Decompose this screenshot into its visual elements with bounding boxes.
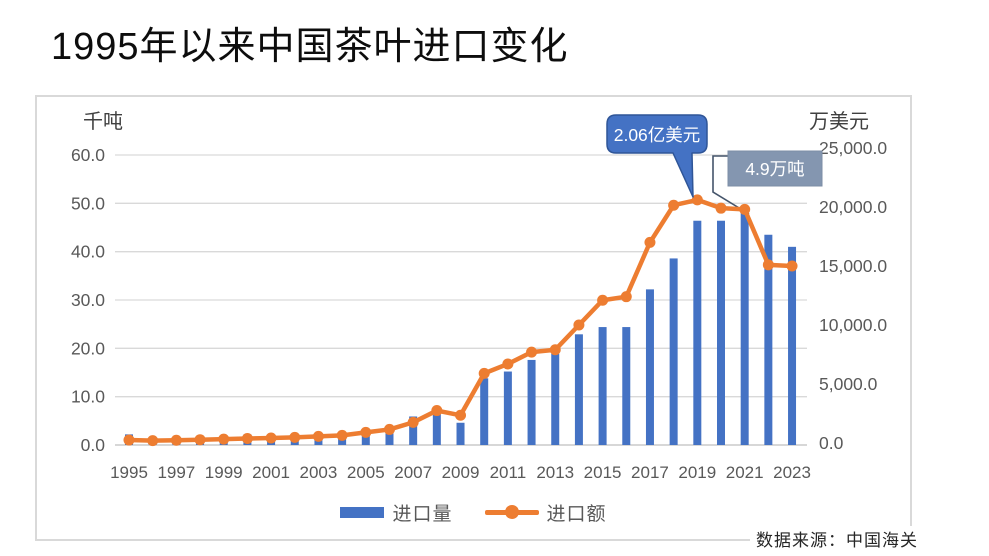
line-point-2004 — [336, 429, 348, 441]
line-point-2003 — [312, 430, 324, 442]
bar-2017 — [645, 289, 654, 445]
left-axis-tick-label: 40.0 — [71, 242, 105, 262]
x-axis-label-1995: 1995 — [110, 463, 148, 482]
bar-2004 — [338, 437, 347, 445]
left-axis-tick-label: 30.0 — [71, 290, 105, 310]
x-axis-label-2009: 2009 — [442, 463, 480, 482]
line-point-2021 — [739, 203, 751, 215]
line-point-2000 — [241, 433, 253, 445]
right-axis-unit-label: 万美元 — [809, 111, 869, 133]
line-point-2018 — [668, 199, 680, 211]
line-point-2008 — [431, 405, 443, 417]
line-point-1995 — [123, 434, 135, 446]
line-point-2022 — [762, 259, 774, 271]
x-axis-label-2011: 2011 — [490, 463, 527, 482]
line-point-2017 — [644, 236, 656, 248]
left-axis-unit-label: 千吨 — [83, 111, 123, 133]
right-axis-tick-label: 0.0 — [819, 433, 844, 453]
x-axis-label-2013: 2013 — [536, 463, 574, 482]
bar-2014 — [574, 334, 583, 445]
x-axis-label-2021: 2021 — [726, 463, 764, 482]
line-point-2006 — [383, 423, 395, 435]
chart-svg: 0.0 10.0 20.0 30.0 40.0 50.0 60.0 0.0 5,000.0 10,… — [71, 114, 887, 482]
bar-2020 — [717, 220, 725, 445]
x-axis-label-2019: 2019 — [678, 463, 716, 482]
line-point-2019 — [691, 194, 703, 206]
x-axis-label-2007: 2007 — [394, 463, 432, 482]
line-point-2013 — [549, 344, 561, 356]
line-point-2001 — [265, 432, 277, 444]
line-point-1996 — [147, 435, 159, 447]
legend-line-swatch-icon — [484, 505, 539, 519]
bar-2005 — [361, 435, 370, 445]
line-point-1999 — [218, 433, 230, 445]
line-point-2005 — [360, 426, 372, 438]
left-axis-tick-label: 60.0 — [71, 145, 105, 165]
chart-area: 0.0 10.0 20.0 30.0 40.0 50.0 60.0 0.0 5,000.0 10,… — [35, 95, 912, 541]
line-series-path — [126, 197, 795, 443]
x-axis-label-2005: 2005 — [347, 463, 385, 482]
right-axis-tick-label: 5,000.0 — [819, 374, 878, 394]
bar-2015 — [598, 327, 607, 445]
left-axis-tick-label: 10.0 — [71, 387, 105, 407]
x-axis-label-1999: 1999 — [205, 463, 243, 482]
left-axis-tick-label: 0.0 — [81, 435, 106, 455]
annotation-callout-bubble — [606, 114, 708, 198]
line-point-2016 — [620, 291, 632, 303]
line-point-1997 — [170, 434, 182, 446]
annotation-box-text: 4.9万吨 — [745, 159, 804, 179]
bar-2019 — [693, 220, 702, 445]
annotation-callout-text: 2.06亿美元 — [614, 125, 701, 145]
bar-2011 — [503, 371, 512, 445]
bar-2016 — [622, 327, 631, 445]
bar-2022 — [764, 234, 773, 445]
x-axis-label-2015: 2015 — [584, 463, 622, 482]
line-point-2023 — [786, 260, 798, 272]
annotation-elbow-line — [712, 155, 750, 215]
line-point-2012 — [526, 346, 538, 358]
x-axis-label-2001: 2001 — [252, 463, 290, 482]
right-axis-tick-label: 10,000.0 — [819, 315, 887, 335]
left-axis-tick-label: 50.0 — [71, 193, 105, 213]
line-point-2002 — [289, 431, 301, 443]
line-point-2007 — [407, 416, 419, 428]
bar-2018 — [669, 258, 678, 445]
line-point-2010 — [478, 367, 490, 379]
bar-2021 — [740, 208, 749, 445]
legend-label-import-value: 进口额 — [546, 503, 607, 525]
bar-2010 — [480, 378, 489, 445]
x-axis-label-2023: 2023 — [773, 463, 811, 482]
left-axis-tick-label: 20.0 — [71, 338, 105, 358]
legend-bar-swatch-icon — [340, 506, 385, 518]
line-point-2015 — [597, 294, 609, 306]
bar-2007 — [409, 416, 418, 445]
bar-2023 — [788, 246, 797, 445]
chart-legend: 进口量 进口额 — [37, 500, 910, 525]
page-title: 1995年以来中国茶叶进口变化 — [51, 26, 569, 68]
line-point-1998 — [194, 434, 206, 446]
line-point-2011 — [502, 358, 514, 370]
line-point-2014 — [573, 319, 585, 331]
bar-2013 — [551, 353, 560, 445]
annotation-box — [727, 150, 823, 187]
line-point-2020 — [715, 202, 727, 214]
legend-label-import-volume: 进口量 — [392, 503, 453, 525]
right-axis-tick-label: 20,000.0 — [819, 197, 887, 217]
bar-2006 — [385, 433, 394, 445]
bar-2008 — [432, 411, 441, 445]
right-axis-tick-label: 15,000.0 — [819, 256, 887, 276]
data-source-note: 数据来源：中国海关 — [750, 526, 924, 553]
x-axis-label-2003: 2003 — [300, 463, 338, 482]
x-axis-label-2017: 2017 — [631, 463, 669, 482]
line-point-2009 — [455, 409, 467, 421]
x-axis-label-1997: 1997 — [157, 463, 195, 482]
bar-2009 — [456, 422, 465, 445]
bar-2012 — [527, 359, 536, 445]
right-axis-tick-label: 25,000.0 — [819, 138, 887, 158]
